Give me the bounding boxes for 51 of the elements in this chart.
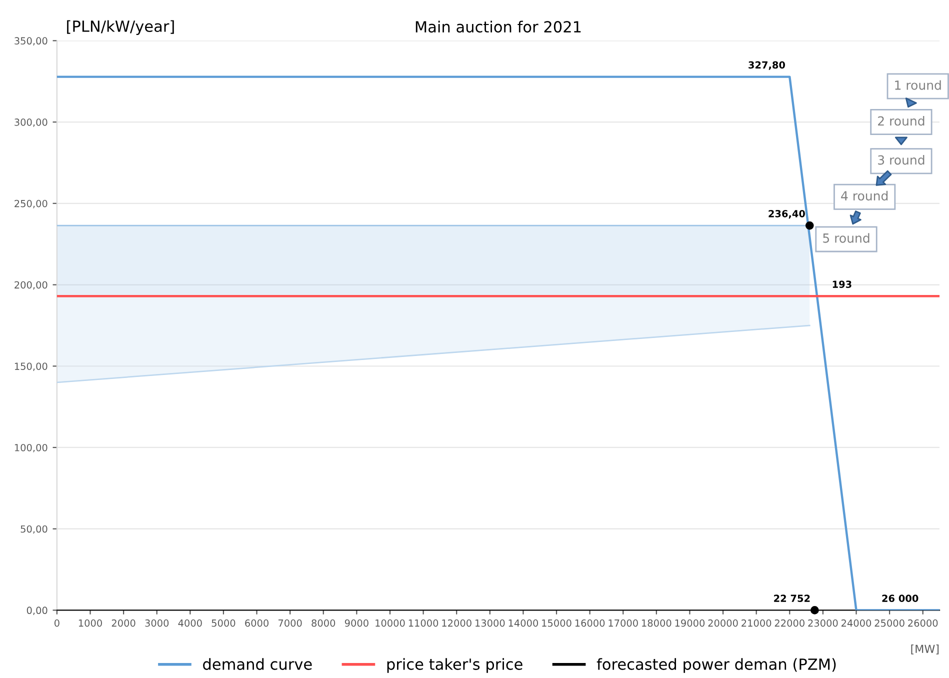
y-tick-label: 0,00 bbox=[26, 606, 48, 616]
annotation: 2 round bbox=[878, 116, 924, 126]
x-tick-label: 8000 bbox=[312, 619, 336, 627]
x-tick-label: 20000 bbox=[708, 619, 738, 627]
x-tick-label: 26000 bbox=[908, 619, 938, 627]
legend-label: price taker's price bbox=[387, 658, 522, 673]
annotation: 26 000 bbox=[882, 594, 918, 602]
annotation: 1 round bbox=[895, 80, 941, 90]
x-tick-label: 24000 bbox=[841, 619, 872, 627]
annotation: 236,40 bbox=[768, 210, 805, 219]
annotation: 4 round bbox=[841, 190, 888, 201]
x-tick-label: 17000 bbox=[608, 619, 638, 627]
x-tick-label: 4000 bbox=[178, 619, 202, 627]
x-tick-label: 9000 bbox=[344, 619, 368, 627]
y-tick-label: 300,00 bbox=[14, 118, 48, 127]
legend-label: demand curve bbox=[203, 658, 312, 670]
legend-label: forecasted power deman (PZM) bbox=[596, 658, 836, 673]
y-tick-label: 350,00 bbox=[14, 37, 48, 46]
x-tick-label: 5000 bbox=[212, 619, 236, 627]
annotation: 22 752 bbox=[774, 594, 810, 602]
x-tick-label: 6000 bbox=[245, 619, 268, 627]
x-tick-label: 15000 bbox=[542, 619, 572, 627]
x-axis-title: [MW] bbox=[911, 644, 939, 654]
annotation: 327,80 bbox=[748, 61, 786, 70]
x-tick-label: 3000 bbox=[145, 619, 169, 627]
annotation: 193 bbox=[832, 280, 852, 288]
x-tick-label: 2000 bbox=[112, 619, 136, 627]
x-tick-label: 0 bbox=[54, 619, 60, 627]
x-tick-label: 11000 bbox=[408, 619, 438, 627]
y-tick-label: 250,00 bbox=[14, 200, 48, 208]
x-tick-label: 22000 bbox=[774, 619, 804, 627]
y-tick-label: 50,00 bbox=[20, 525, 48, 534]
x-tick-label: 18000 bbox=[642, 619, 672, 627]
x-tick-label: 21000 bbox=[742, 619, 772, 627]
x-tick-label: 10000 bbox=[376, 619, 405, 627]
y-tick-label: 150,00 bbox=[14, 362, 48, 371]
x-tick-label: 1000 bbox=[78, 619, 102, 627]
x-tick-label: 14000 bbox=[508, 619, 538, 627]
x-tick-label: 7000 bbox=[278, 619, 302, 627]
chart-title: Main auction for 2021 bbox=[416, 20, 581, 33]
x-tick-label: 12000 bbox=[442, 619, 472, 627]
x-tick-label: 25000 bbox=[874, 619, 904, 627]
annotation: 5 round bbox=[823, 233, 870, 243]
y-tick-label: 200,00 bbox=[14, 281, 48, 290]
x-tick-label: 13000 bbox=[476, 619, 505, 627]
annotation: 3 round bbox=[878, 155, 924, 165]
y-axis-title: [PLN/kW/year] bbox=[67, 20, 174, 35]
x-tick-label: 19000 bbox=[675, 619, 705, 627]
y-tick-label: 100,00 bbox=[14, 444, 48, 452]
x-tick-label: 23000 bbox=[808, 619, 838, 627]
x-tick-label: 16000 bbox=[575, 619, 605, 627]
